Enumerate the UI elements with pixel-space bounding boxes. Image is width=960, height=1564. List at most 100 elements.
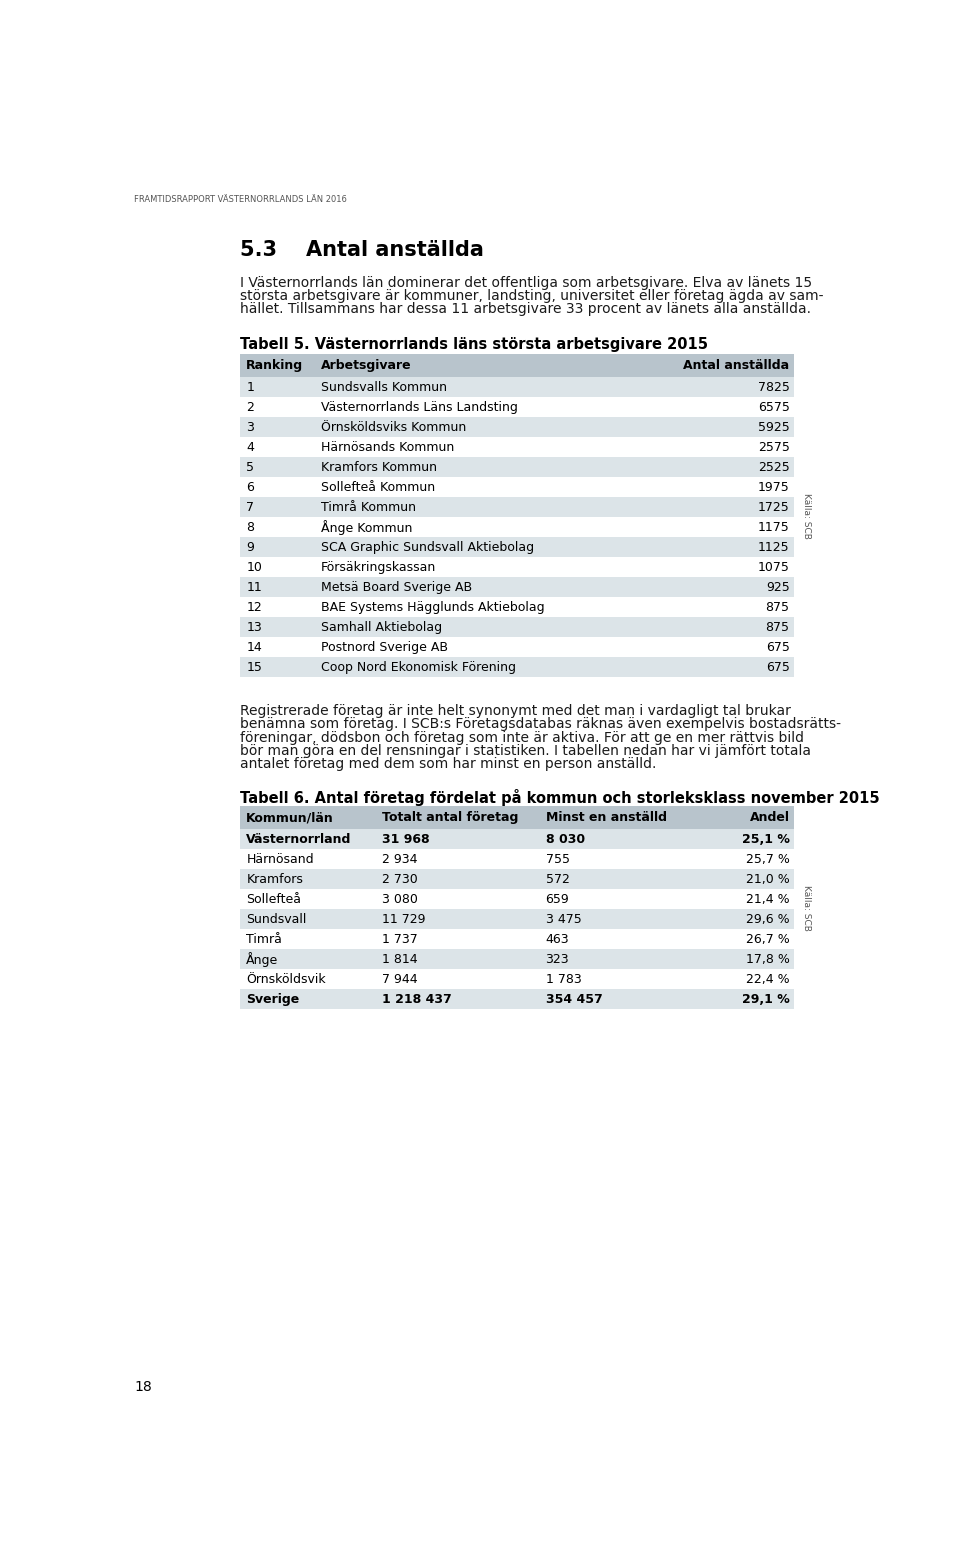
Text: Sundsvalls Kommun: Sundsvalls Kommun — [322, 380, 447, 394]
Text: Totalt antal företag: Totalt antal företag — [382, 812, 518, 824]
Text: 31 968: 31 968 — [382, 832, 430, 846]
Text: 659: 659 — [545, 893, 569, 906]
Bar — [240, 929, 794, 949]
Text: 875: 875 — [766, 601, 789, 613]
Text: 3 475: 3 475 — [545, 913, 582, 926]
Text: Coop Nord Ekonomisk Förening: Coop Nord Ekonomisk Förening — [322, 662, 516, 674]
Text: 9: 9 — [247, 541, 254, 554]
Text: Arbetsgivare: Arbetsgivare — [322, 360, 412, 372]
Text: föreningar, dödsbon och företag som inte är aktiva. För att ge en mer rättvis bi: föreningar, dödsbon och företag som inte… — [240, 730, 804, 744]
Text: Kramfors: Kramfors — [247, 873, 303, 885]
Text: 5: 5 — [247, 461, 254, 474]
Text: 1725: 1725 — [757, 500, 789, 513]
Text: Timrå Kommun: Timrå Kommun — [322, 500, 416, 513]
Bar — [240, 618, 794, 638]
Text: Örnsköldsviks Kommun: Örnsköldsviks Kommun — [322, 421, 467, 433]
Text: 11 729: 11 729 — [382, 913, 425, 926]
Text: Ånge Kommun: Ånge Kommun — [322, 519, 413, 535]
Text: 6: 6 — [247, 480, 254, 494]
Text: 7 944: 7 944 — [382, 973, 418, 985]
Text: 21,0 %: 21,0 % — [746, 873, 789, 885]
Text: Samhall Aktiebolag: Samhall Aktiebolag — [322, 621, 443, 633]
Text: Försäkringskassan: Försäkringskassan — [322, 561, 437, 574]
Bar — [240, 418, 794, 438]
Text: 675: 675 — [766, 662, 789, 674]
Bar — [240, 438, 794, 457]
Text: Härnösands Kommun: Härnösands Kommun — [322, 441, 454, 454]
Text: antalet företag med dem som har minst en person anställd.: antalet företag med dem som har minst en… — [240, 757, 657, 771]
Text: 875: 875 — [766, 621, 789, 633]
Text: 1975: 1975 — [757, 480, 789, 494]
Bar — [240, 870, 794, 890]
Bar — [240, 353, 794, 377]
Text: 17,8 %: 17,8 % — [746, 952, 789, 965]
Text: Källa: SCB: Källa: SCB — [803, 885, 811, 931]
Text: Sollefteå: Sollefteå — [247, 893, 301, 906]
Bar — [240, 990, 794, 1009]
Bar — [240, 477, 794, 497]
Text: 2575: 2575 — [757, 441, 789, 454]
Bar — [240, 805, 794, 829]
Text: Västernorrland: Västernorrland — [247, 832, 351, 846]
Text: Örnsköldsvik: Örnsköldsvik — [247, 973, 326, 985]
Text: 2: 2 — [247, 400, 254, 413]
Bar — [240, 597, 794, 618]
Text: 14: 14 — [247, 641, 262, 654]
Text: Härnösand: Härnösand — [247, 852, 314, 865]
Text: 25,1 %: 25,1 % — [742, 832, 789, 846]
Text: 8 030: 8 030 — [545, 832, 585, 846]
Text: 13: 13 — [247, 621, 262, 633]
Bar — [240, 497, 794, 518]
Bar — [240, 970, 794, 990]
Text: 25,7 %: 25,7 % — [746, 852, 789, 865]
Text: 7: 7 — [247, 500, 254, 513]
Text: Tabell 6. Antal företag fördelat på kommun och storleksklass november 2015: Tabell 6. Antal företag fördelat på komm… — [240, 790, 879, 805]
Text: 323: 323 — [545, 952, 569, 965]
Text: Andel: Andel — [750, 812, 789, 824]
Text: största arbetsgivare är kommuner, landsting, universitet eller företag ägda av s: största arbetsgivare är kommuner, landst… — [240, 289, 824, 303]
Text: 22,4 %: 22,4 % — [746, 973, 789, 985]
Bar — [240, 890, 794, 909]
Text: hället. Tillsammans har dessa 11 arbetsgivare 33 procent av länets alla anställd: hället. Tillsammans har dessa 11 arbetsg… — [240, 302, 811, 316]
Text: 15: 15 — [247, 662, 262, 674]
Text: 1 218 437: 1 218 437 — [382, 993, 452, 1006]
Bar — [240, 397, 794, 418]
Text: 8: 8 — [247, 521, 254, 533]
Text: 4: 4 — [247, 441, 254, 454]
Text: 5.3    Antal anställda: 5.3 Antal anställda — [240, 239, 484, 260]
Text: 29,1 %: 29,1 % — [742, 993, 789, 1006]
Text: Sollefteå Kommun: Sollefteå Kommun — [322, 480, 435, 494]
Text: 10: 10 — [247, 561, 262, 574]
Bar — [240, 538, 794, 557]
Text: 1125: 1125 — [758, 541, 789, 554]
Text: 675: 675 — [766, 641, 789, 654]
Bar — [240, 577, 794, 597]
Text: 2525: 2525 — [757, 461, 789, 474]
Text: 354 457: 354 457 — [545, 993, 602, 1006]
Text: Timrå: Timrå — [247, 932, 282, 946]
Text: Kommun/län: Kommun/län — [247, 812, 334, 824]
Text: 2 934: 2 934 — [382, 852, 418, 865]
Text: Ånge: Ånge — [247, 952, 278, 967]
Text: Sverige: Sverige — [247, 993, 300, 1006]
Text: 1075: 1075 — [757, 561, 789, 574]
Text: BAE Systems Hägglunds Aktiebolag: BAE Systems Hägglunds Aktiebolag — [322, 601, 544, 613]
Text: Postnord Sverige AB: Postnord Sverige AB — [322, 641, 448, 654]
Text: 21,4 %: 21,4 % — [746, 893, 789, 906]
Text: bör man göra en del rensningar i statistiken. I tabellen nedan har vi jämfört to: bör man göra en del rensningar i statist… — [240, 743, 811, 757]
Text: 29,6 %: 29,6 % — [746, 913, 789, 926]
Text: 1 814: 1 814 — [382, 952, 418, 965]
Text: 7825: 7825 — [757, 380, 789, 394]
Text: 2 730: 2 730 — [382, 873, 418, 885]
Bar — [240, 377, 794, 397]
Text: 1: 1 — [247, 380, 254, 394]
Text: 1175: 1175 — [757, 521, 789, 533]
Text: Kramfors Kommun: Kramfors Kommun — [322, 461, 437, 474]
Text: SCA Graphic Sundsvall Aktiebolag: SCA Graphic Sundsvall Aktiebolag — [322, 541, 535, 554]
Text: I Västernorrlands län dominerar det offentliga som arbetsgivare. Elva av länets : I Västernorrlands län dominerar det offe… — [240, 277, 812, 291]
Bar — [240, 909, 794, 929]
Bar — [240, 557, 794, 577]
Text: Registrerade företag är inte helt synonymt med det man i vardagligt tal brukar: Registrerade företag är inte helt synony… — [240, 704, 791, 718]
Text: 463: 463 — [545, 932, 569, 946]
Text: 18: 18 — [134, 1379, 152, 1394]
